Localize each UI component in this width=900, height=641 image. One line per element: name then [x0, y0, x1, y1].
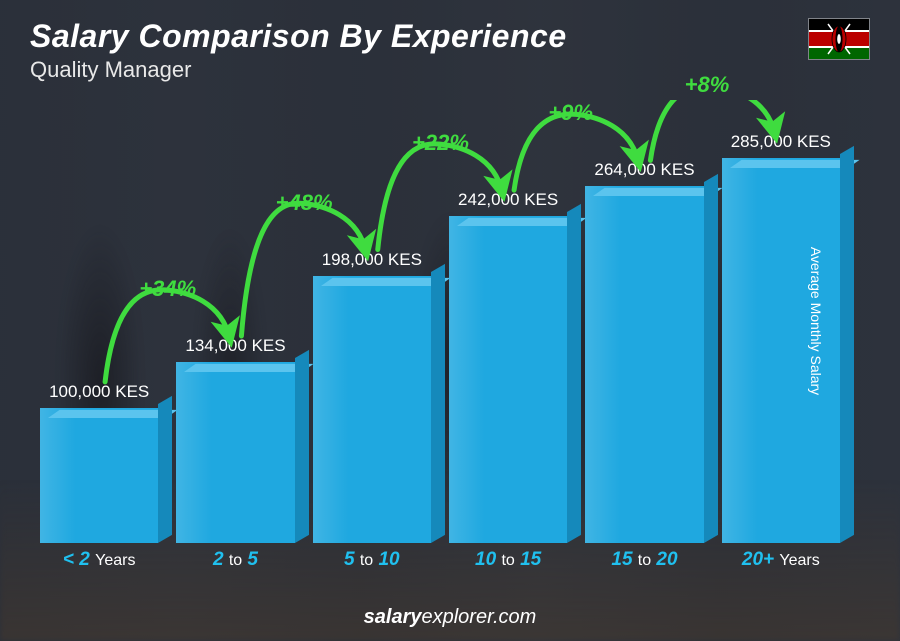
bar-group: 100,000 KES [40, 382, 158, 543]
y-axis-label: Average Monthly Salary [808, 246, 824, 394]
bar-value-label: 100,000 KES [49, 382, 149, 402]
x-axis-label: 5 to 10 [313, 549, 431, 571]
bar-group: 264,000 KES [585, 160, 703, 543]
x-axis-label: < 2 Years [40, 549, 158, 571]
bar [40, 408, 158, 543]
increase-pct-label: +34% [139, 276, 196, 302]
bar-container: 100,000 KES 134,000 KES 198,000 KES 242,000… [40, 100, 840, 543]
bar-group: 134,000 KES [176, 336, 294, 543]
title-block: Salary Comparison By Experience Quality … [30, 18, 567, 83]
bar-value-label: 264,000 KES [594, 160, 694, 180]
increase-pct-label: +48% [276, 190, 333, 216]
bar-value-label: 285,000 KES [731, 132, 831, 152]
bar-value-label: 134,000 KES [185, 336, 285, 356]
bar [585, 186, 703, 543]
footer-brand: salaryexplorer.com [0, 606, 900, 629]
brand-rest: explorer.com [421, 606, 536, 628]
page-subtitle: Quality Manager [30, 57, 567, 83]
bar-chart: 100,000 KES 134,000 KES 198,000 KES 242,000… [40, 100, 840, 571]
bar-group: 198,000 KES [313, 250, 431, 543]
bar-value-label: 198,000 KES [322, 250, 422, 270]
increase-pct-label: +22% [412, 130, 469, 156]
x-axis-label: 20+ Years [722, 549, 840, 571]
bar [313, 276, 431, 543]
x-axis-label: 15 to 20 [585, 549, 703, 571]
increase-pct-label: +8% [685, 72, 730, 98]
x-axis-label: 2 to 5 [176, 549, 294, 571]
bar [449, 216, 567, 543]
increase-pct-label: +9% [548, 100, 593, 126]
bar [176, 362, 294, 543]
bar-value-label: 242,000 KES [458, 190, 558, 210]
bar-group: 242,000 KES [449, 190, 567, 543]
page-title: Salary Comparison By Experience [30, 18, 567, 55]
x-axis-label: 10 to 15 [449, 549, 567, 571]
header: Salary Comparison By Experience Quality … [30, 18, 870, 83]
country-flag-icon [808, 18, 870, 60]
x-axis-labels: < 2 Years 2 to 5 5 to 10 10 to 15 15 to 20 20… [40, 549, 840, 571]
brand-bold: salary [364, 606, 422, 628]
